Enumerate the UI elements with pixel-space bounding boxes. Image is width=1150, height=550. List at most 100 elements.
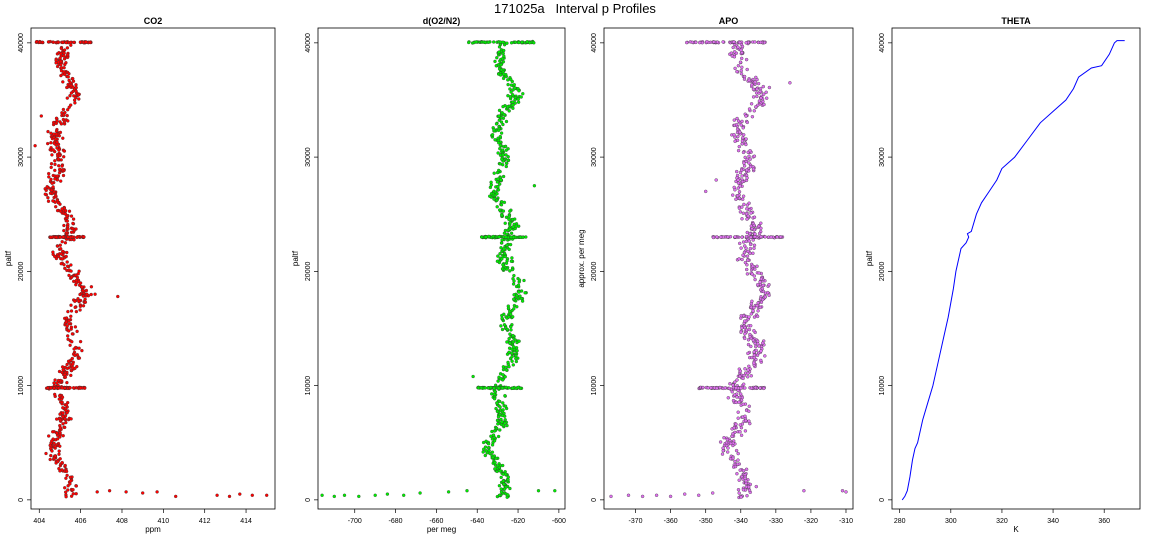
data-point: [483, 40, 487, 45]
data-point: [738, 210, 743, 214]
data-point: [743, 414, 747, 418]
data-point: [726, 235, 730, 239]
data-point: [116, 294, 120, 299]
data-point: [745, 168, 749, 172]
data-point: [77, 97, 81, 101]
data-point: [480, 235, 484, 239]
data-point: [736, 488, 741, 492]
y-tick-label: 20000: [305, 262, 312, 282]
data-point: [446, 490, 451, 494]
data-point: [53, 444, 57, 449]
data-point: [742, 133, 746, 137]
data-point: [753, 385, 758, 390]
data-point: [709, 386, 713, 390]
data-point: [62, 228, 66, 233]
data-point: [749, 211, 753, 215]
figure-title: 171025a Interval p Profiles: [494, 1, 656, 16]
x-tick-label: 300: [945, 518, 957, 525]
x-axis-label: per meg: [427, 525, 456, 534]
data-point: [56, 254, 61, 259]
data-point: [66, 488, 70, 492]
data-point: [736, 45, 740, 49]
data-point: [750, 272, 754, 276]
data-point: [59, 247, 63, 251]
data-point: [65, 366, 70, 371]
data-point: [60, 400, 64, 405]
panel-title: APO: [719, 16, 739, 26]
data-point: [744, 57, 749, 62]
data-point: [500, 316, 504, 320]
data-point: [736, 134, 740, 139]
data-point: [34, 40, 39, 44]
data-point: [491, 234, 495, 239]
data-point: [498, 153, 503, 157]
data-point: [62, 51, 66, 55]
data-point: [640, 494, 645, 499]
data-point: [759, 277, 764, 281]
data-point: [497, 493, 502, 497]
data-point: [759, 235, 763, 239]
data-point: [33, 144, 37, 148]
data-point: [744, 41, 748, 45]
data-point: [58, 457, 62, 461]
data-point: [746, 338, 751, 342]
data-point: [736, 416, 740, 420]
data-point: [495, 401, 499, 405]
data-point: [508, 87, 512, 91]
data-point: [738, 468, 742, 472]
data-point: [740, 142, 744, 146]
data-point: [739, 72, 744, 76]
data-point: [69, 325, 74, 329]
data-point: [501, 76, 506, 81]
data-point: [747, 161, 751, 165]
data-point: [742, 74, 747, 79]
data-point: [528, 41, 532, 45]
data-point: [498, 208, 502, 212]
data-point: [749, 386, 754, 390]
data-point: [756, 309, 760, 313]
data-point: [498, 143, 502, 147]
data-point: [738, 369, 743, 373]
data-point: [504, 261, 509, 265]
data-point: [754, 105, 758, 109]
data-point: [155, 490, 159, 494]
data-point: [69, 479, 73, 483]
data-point: [744, 239, 749, 244]
data-point: [510, 355, 514, 359]
data-point: [47, 434, 51, 438]
data-point: [508, 332, 512, 336]
data-point: [55, 431, 59, 435]
data-point: [49, 165, 53, 170]
data-point: [69, 43, 73, 47]
data-point: [733, 464, 738, 469]
data-point: [66, 119, 70, 123]
data-point: [705, 40, 709, 44]
data-point: [757, 224, 761, 228]
data-point: [762, 386, 766, 391]
plot-frame: [603, 27, 854, 510]
data-point: [50, 188, 54, 192]
data-point: [513, 98, 517, 102]
panel-title: d(O2/N2): [423, 16, 461, 26]
data-point: [759, 349, 763, 353]
data-point: [499, 324, 503, 328]
data-point: [40, 40, 45, 44]
data-point: [65, 380, 69, 385]
data-point: [65, 96, 69, 100]
data-point: [493, 467, 497, 471]
data-point: [747, 404, 751, 408]
data-point: [749, 312, 753, 316]
data-point: [490, 429, 494, 434]
data-point: [762, 92, 766, 96]
data-point: [749, 235, 753, 239]
data-point: [481, 450, 485, 454]
data-point: [501, 401, 505, 405]
x-tick-label: 414: [240, 518, 252, 525]
data-point: [66, 359, 71, 363]
data-point: [54, 132, 59, 136]
data-point: [744, 137, 748, 141]
data-point: [62, 223, 66, 228]
data-point: [503, 144, 508, 149]
data-point: [683, 492, 687, 496]
data-point: [767, 283, 771, 287]
